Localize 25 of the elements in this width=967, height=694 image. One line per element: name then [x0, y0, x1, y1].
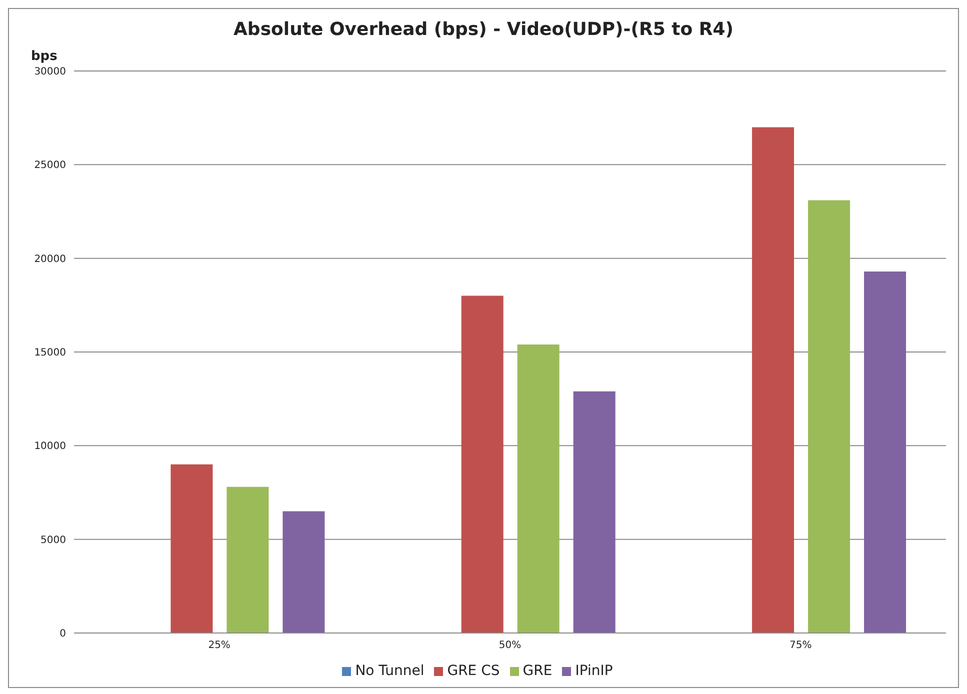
y-tick-label: 0 [60, 628, 66, 640]
bar [170, 464, 213, 633]
bar [752, 127, 794, 633]
bar [461, 296, 504, 633]
y-tick-label: 30000 [34, 66, 66, 78]
legend-label: IPinIP [575, 663, 613, 679]
bar [226, 486, 269, 633]
y-tick-label: 5000 [40, 534, 66, 546]
y-tick-label: 25000 [34, 160, 66, 172]
y-axis-title: bps [31, 49, 58, 64]
bar [808, 200, 850, 633]
y-tick-label: 15000 [34, 348, 66, 359]
chart-title: Absolute Overhead (bps) - Video(UDP)-(R5 to R4) [232, 19, 734, 40]
legend-label: No Tunnel [355, 663, 424, 679]
y-tick-label: 20000 [34, 254, 66, 265]
bar [864, 271, 906, 633]
legend-label: GRE [522, 663, 552, 679]
x-tick-label: 50% [498, 640, 522, 652]
bar [573, 391, 616, 633]
y-tick-label: 10000 [34, 441, 66, 452]
legend-label: GRE CS [447, 663, 500, 679]
x-tick-label: 25% [208, 640, 230, 652]
x-tick-label: 75% [790, 640, 812, 652]
bar [282, 511, 325, 633]
bar [517, 344, 560, 633]
